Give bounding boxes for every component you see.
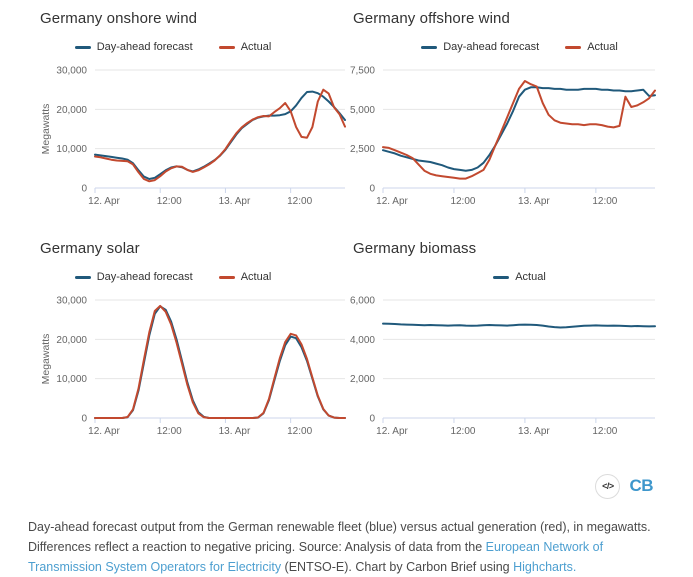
legend-label: Day-ahead forecast xyxy=(443,41,540,53)
chart-title: Germany onshore wind xyxy=(40,10,198,27)
legend-line-swatch xyxy=(493,275,510,279)
x-tick-label: 13. Apr xyxy=(518,426,550,437)
footer: </> CB xyxy=(0,460,693,512)
plot-area: 0 2,500 5,000 7,500 12. Apr 12:00 13. Apr 12:00 xyxy=(350,66,656,207)
caption: Day-ahead forecast output from the Germa… xyxy=(28,518,663,577)
x-tick-label: 12:00 xyxy=(157,196,182,207)
legend-line-swatch xyxy=(74,45,91,49)
y-tick-label: 6,000 xyxy=(350,296,375,307)
caption-text-1: Day-ahead forecast output from the Germa… xyxy=(28,520,651,554)
x-tick-label: 12:00 xyxy=(287,426,312,437)
plot-area: 0 2,000 4,000 6,000 12. Apr 12:00 13. Apr 12:00 xyxy=(350,296,656,437)
legend-item-actual[interactable]: Actual xyxy=(493,271,546,283)
series-line-actual[interactable] xyxy=(382,322,656,329)
legend-line-swatch xyxy=(74,275,91,279)
legend-item-day-ahead-forecast[interactable]: Day-ahead forecast xyxy=(74,271,193,283)
chart-title: Germany solar xyxy=(40,240,140,257)
y-tick-label: 10,000 xyxy=(56,144,87,155)
chart-germany-biomass: Germany biomass Actual 0 2,000 4,000 6,000 1… xyxy=(346,230,693,460)
legend-label: Actual xyxy=(240,41,272,53)
legend-item-day-ahead-forecast[interactable]: Day-ahead forecast xyxy=(74,41,193,53)
x-tick-label: 12:00 xyxy=(592,426,617,437)
legend-item-actual[interactable]: Actual xyxy=(218,271,272,283)
x-tick-label: 13. Apr xyxy=(518,196,550,207)
y-tick-label: 10,000 xyxy=(56,374,87,385)
legend-label: Day-ahead forecast xyxy=(96,41,193,53)
x-tick-label: 12. Apr xyxy=(376,426,408,437)
y-tick-label: 0 xyxy=(369,414,375,425)
series-line-actual[interactable] xyxy=(382,80,656,180)
legend-line-swatch xyxy=(565,45,582,49)
chart-title: Germany offshore wind xyxy=(353,10,510,27)
x-tick-label: 12. Apr xyxy=(376,196,408,207)
x-tick-label: 12. Apr xyxy=(88,196,120,207)
legend-label: Actual xyxy=(587,41,618,53)
y-tick-label: 0 xyxy=(81,184,87,195)
x-tick-label: 12:00 xyxy=(450,196,475,207)
series-line-actual[interactable] xyxy=(94,304,346,419)
carbon-brief-logo[interactable]: CB xyxy=(629,476,653,495)
series-line-actual[interactable] xyxy=(94,88,346,183)
series-line-day-ahead-forecast[interactable] xyxy=(382,86,656,172)
plot-area: 0 10,000 20,000 30,000 12. Apr 12:00 13. Apr 12… xyxy=(40,296,346,437)
x-tick-label: 12:00 xyxy=(592,196,617,207)
legend: Day-ahead forecast Actual xyxy=(346,41,693,53)
legend: Actual xyxy=(346,271,693,283)
y-tick-label: 2,500 xyxy=(350,144,375,155)
legend-item-actual[interactable]: Actual xyxy=(565,41,618,53)
y-axis-title: Megawatts xyxy=(40,104,52,155)
embed-code-button[interactable]: </> xyxy=(595,473,621,499)
legend-line-swatch xyxy=(218,45,235,49)
x-tick-label: 12:00 xyxy=(157,426,182,437)
entsoe-link[interactable]: European Network of Transmission System … xyxy=(28,539,604,574)
y-tick-label: 30,000 xyxy=(56,66,87,77)
y-axis-title: Megawatts xyxy=(40,334,52,385)
legend-label: Day-ahead forecast xyxy=(96,271,193,283)
code-icon: </> xyxy=(602,481,614,491)
chart-germany-onshore-wind: Germany onshore wind Day-ahead forecast A… xyxy=(0,0,346,230)
chart-germany-solar: Germany solar Day-ahead forecast Actual 0… xyxy=(0,230,346,460)
y-tick-label: 2,000 xyxy=(350,374,375,385)
caption-text-2: (ENTSO-E). Chart by Carbon Brief using xyxy=(281,559,514,574)
legend-line-swatch xyxy=(421,45,438,49)
legend-line-swatch xyxy=(218,275,235,279)
y-tick-label: 20,000 xyxy=(56,335,87,346)
y-tick-label: 0 xyxy=(369,184,375,195)
x-tick-label: 13. Apr xyxy=(219,196,251,207)
chart-germany-offshore-wind: Germany offshore wind Day-ahead forecast… xyxy=(346,0,693,230)
x-tick-label: 12:00 xyxy=(450,426,475,437)
legend-label: Actual xyxy=(515,271,546,283)
legend-item-actual[interactable]: Actual xyxy=(218,41,272,53)
charts-grid: Germany onshore wind Day-ahead forecast A… xyxy=(0,0,693,460)
chart-title: Germany biomass xyxy=(353,240,477,257)
y-tick-label: 4,000 xyxy=(350,335,375,346)
legend: Day-ahead forecast Actual xyxy=(0,271,346,283)
x-tick-label: 12:00 xyxy=(287,196,312,207)
x-tick-label: 13. Apr xyxy=(219,426,251,437)
y-tick-label: 7,500 xyxy=(350,66,375,77)
y-tick-label: 5,000 xyxy=(350,105,375,116)
legend: Day-ahead forecast Actual xyxy=(0,41,346,53)
y-tick-label: 30,000 xyxy=(56,296,87,307)
legend-label: Actual xyxy=(240,271,272,283)
legend-item-day-ahead-forecast[interactable]: Day-ahead forecast xyxy=(421,41,539,53)
x-tick-label: 12. Apr xyxy=(88,426,120,437)
y-tick-label: 20,000 xyxy=(56,105,87,116)
y-tick-label: 0 xyxy=(81,414,87,425)
plot-area: 0 10,000 20,000 30,000 12. Apr 12:00 13. Apr 12… xyxy=(40,66,346,207)
highcharts-link[interactable]: Highcharts. xyxy=(513,559,577,574)
